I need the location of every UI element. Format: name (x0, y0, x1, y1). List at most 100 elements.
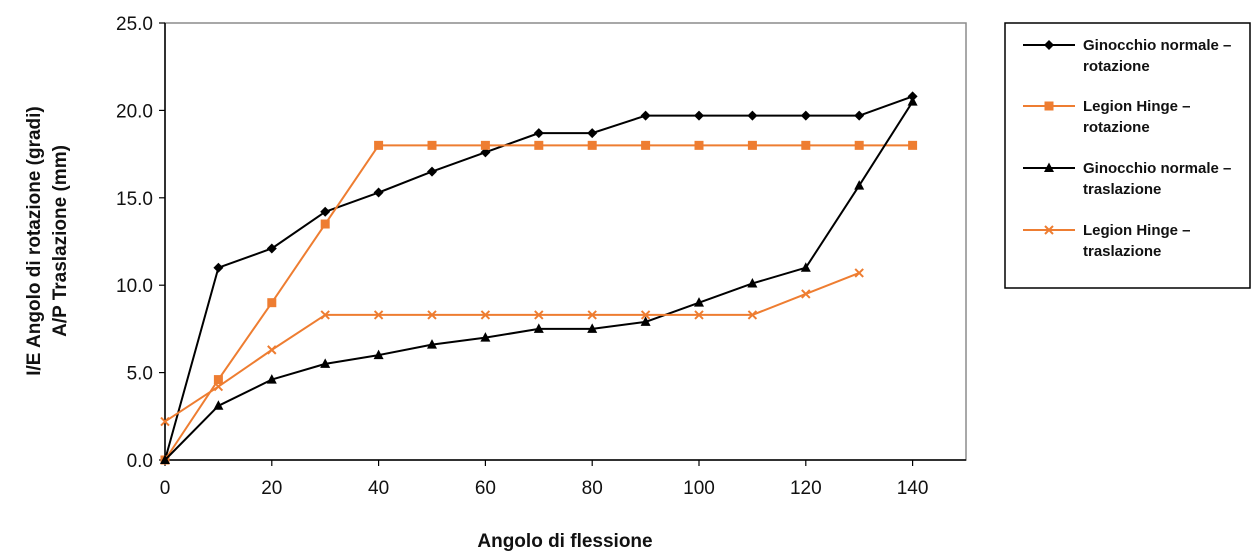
legend-item-4: Legion Hinge – traslazione (1023, 222, 1191, 260)
series-4 (160, 268, 864, 427)
data-point (694, 297, 704, 307)
legend-item-1: Ginocchio normale – rotazione (1023, 37, 1231, 75)
data-point (800, 110, 811, 121)
data-point (213, 375, 223, 385)
data-point (534, 140, 544, 150)
legend-label: traslazione (1083, 181, 1161, 198)
data-point (266, 243, 277, 254)
legend-swatch-marker (1044, 40, 1054, 50)
x-tick-label: 120 (790, 478, 822, 499)
data-point (907, 96, 918, 106)
data-point (640, 316, 651, 326)
data-point (801, 289, 811, 299)
data-point (320, 219, 330, 229)
x-tick-label: 40 (368, 478, 389, 499)
series-3 (160, 96, 918, 464)
y-tick-label: 5.0 (127, 364, 153, 385)
legend-swatch-marker (1044, 225, 1054, 235)
data-point (854, 180, 865, 190)
data-point (747, 310, 758, 320)
data-point (694, 310, 704, 320)
data-point (587, 140, 597, 150)
data-point (694, 110, 704, 121)
data-point (267, 298, 277, 308)
data-point (641, 140, 651, 150)
data-point (320, 310, 330, 320)
data-point (640, 310, 651, 320)
data-point (373, 310, 384, 320)
data-point (533, 128, 544, 139)
series-line (164, 272, 860, 423)
data-point (266, 374, 277, 384)
data-point (640, 110, 651, 121)
data-point (160, 416, 170, 427)
legend-label: traslazione (1083, 243, 1161, 260)
legend-label: rotazione (1083, 58, 1150, 75)
data-point (747, 140, 757, 150)
data-point (427, 339, 437, 349)
legend-label: Ginocchio normale – (1083, 160, 1231, 177)
y-tick-label: 15.0 (116, 189, 153, 210)
legend-item-2: Legion Hinge – rotazione (1023, 98, 1191, 136)
data-point (374, 140, 384, 150)
data-point (373, 349, 384, 360)
data-point (747, 277, 758, 288)
legend-label: Legion Hinge – (1083, 222, 1191, 239)
series-1 (160, 91, 918, 465)
x-tick-label: 100 (683, 478, 715, 499)
y-axis-title-line-2: A/P Traslazione (mm) (50, 145, 71, 337)
data-point (801, 140, 811, 150)
y-tick-label: 0.0 (127, 451, 153, 472)
x-tick-label: 0 (160, 478, 171, 499)
legend-label: Legion Hinge – (1083, 98, 1191, 115)
data-point (854, 110, 865, 121)
x-tick-label: 80 (582, 478, 603, 499)
data-point (800, 262, 811, 272)
data-point (427, 166, 437, 177)
legend-box (1004, 22, 1251, 289)
x-axis-title: Angolo di flessione (477, 531, 652, 552)
data-point (267, 345, 277, 355)
data-point (427, 140, 437, 150)
legend-item-3: Ginocchio normale – traslazione (1023, 160, 1231, 198)
data-point (320, 206, 331, 217)
data-point (213, 400, 224, 410)
data-point (213, 262, 224, 273)
plot-area (164, 22, 967, 461)
data-point (427, 310, 437, 320)
x-tick-label: 140 (897, 478, 929, 499)
data-point (694, 140, 704, 150)
data-point (587, 128, 598, 139)
y-tick-label: 25.0 (116, 14, 153, 35)
data-point (534, 310, 544, 320)
data-point (747, 110, 758, 121)
x-tick-label: 20 (261, 478, 282, 499)
legend-label: rotazione (1083, 119, 1150, 136)
y-axis-title-line-1: I/E Angolo di rotazione (gradi) (24, 106, 45, 376)
data-point (320, 358, 331, 368)
axis-ticks: 0.0 5.0 10.0 15.0 20.0 25.0 0 20 40 60 80 100 120 140 (116, 14, 928, 499)
x-tick-label: 60 (475, 478, 496, 499)
series-layer (160, 91, 918, 465)
data-point (587, 323, 598, 333)
data-point (160, 454, 170, 464)
data-point (373, 187, 384, 198)
data-point (480, 310, 491, 320)
y-tick-label: 10.0 (116, 276, 153, 297)
legend-swatch-marker (1044, 162, 1054, 172)
data-point (480, 140, 490, 150)
y-tick-label: 20.0 (116, 101, 153, 122)
legend-label: Ginocchio normale – (1083, 37, 1231, 54)
legend-swatch-marker (1044, 101, 1054, 111)
data-point (854, 268, 864, 278)
data-point (854, 140, 864, 150)
data-point (533, 323, 544, 333)
series-2 (160, 140, 918, 465)
data-point (480, 332, 491, 342)
data-point (587, 310, 597, 320)
data-point (213, 381, 224, 392)
data-point (908, 140, 918, 150)
